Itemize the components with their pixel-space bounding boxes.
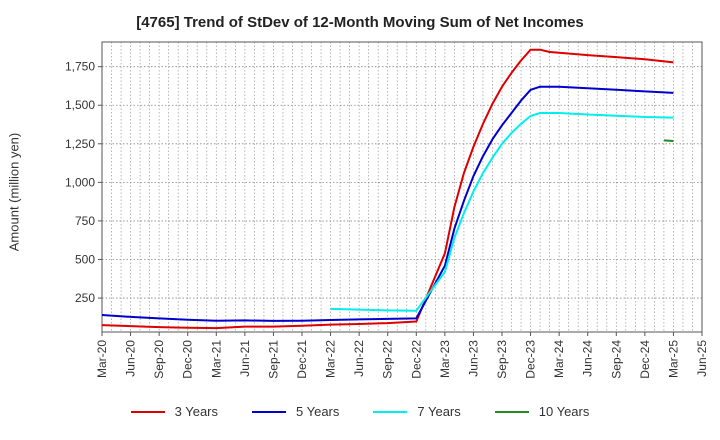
x-tick-label: Dec-22 bbox=[409, 340, 423, 379]
series-line-3-years bbox=[101, 48, 674, 330]
line-chart: 250 500 750 1,000 1,250 1,500 1,750 Mar-20 Jun-2… bbox=[65, 41, 709, 379]
legend-item: 5 Years bbox=[252, 404, 339, 419]
x-tick-label: Sep-21 bbox=[266, 340, 280, 379]
x-tick-label: Jun-23 bbox=[466, 340, 480, 377]
x-tick-label: Mar-24 bbox=[552, 340, 566, 378]
x-tick-label: Sep-23 bbox=[495, 340, 509, 379]
x-tick-label: Dec-21 bbox=[295, 340, 309, 379]
x-tick-label: Jun-22 bbox=[352, 340, 366, 377]
plot-frame bbox=[101, 41, 703, 333]
series-line-5-years bbox=[101, 85, 674, 322]
x-tick-label: Dec-24 bbox=[638, 340, 652, 379]
x-tick-label: Sep-24 bbox=[609, 340, 623, 379]
y-tick-label: 1,750 bbox=[65, 60, 95, 74]
chart-title: [4765] Trend of StDev of 12-Month Moving… bbox=[136, 14, 584, 31]
y-tick-label: 1,500 bbox=[65, 98, 95, 112]
chart-legend: 3 Years 5 Years 7 Years 10 Years bbox=[0, 404, 720, 419]
legend-label: 5 Years bbox=[296, 404, 340, 419]
x-tick-label: Mar-25 bbox=[666, 340, 680, 378]
x-tick-label: Sep-20 bbox=[152, 340, 166, 379]
legend-swatch bbox=[494, 410, 529, 413]
series-line-10-years bbox=[663, 139, 674, 142]
legend-swatch bbox=[373, 410, 408, 413]
x-tick-label: Dec-20 bbox=[181, 340, 195, 379]
x-tick-label: Mar-22 bbox=[324, 340, 338, 378]
x-tick-label: Jun-20 bbox=[124, 340, 138, 377]
y-tick-label: 750 bbox=[75, 214, 95, 228]
x-tick-label: Jun-24 bbox=[581, 340, 595, 377]
y-tick-label: 500 bbox=[75, 253, 95, 267]
legend-item: 10 Years bbox=[494, 404, 590, 419]
legend-label: 10 Years bbox=[538, 404, 590, 419]
legend-label: 7 Years bbox=[417, 404, 461, 419]
y-tick-label: 1,000 bbox=[65, 175, 95, 189]
legend-item: 3 Years bbox=[130, 404, 218, 419]
x-tick-label: Jun-21 bbox=[238, 340, 252, 377]
x-tick-label: Sep-22 bbox=[381, 340, 395, 379]
legend-label: 3 Years bbox=[174, 404, 218, 419]
x-tick-label: Dec-23 bbox=[524, 340, 538, 379]
legend-item: 7 Years bbox=[373, 404, 461, 419]
x-tick-label: Mar-21 bbox=[209, 340, 223, 378]
y-tick-label: 1,250 bbox=[65, 137, 95, 151]
legend-swatch bbox=[252, 410, 286, 413]
x-tick-label: Jun-25 bbox=[695, 340, 709, 377]
series-line-7-years bbox=[330, 112, 674, 312]
legend-swatch bbox=[130, 410, 165, 413]
x-tick-label: Mar-23 bbox=[438, 340, 452, 378]
y-tick-label: 250 bbox=[75, 291, 95, 305]
x-tick-label: Mar-20 bbox=[95, 340, 109, 378]
